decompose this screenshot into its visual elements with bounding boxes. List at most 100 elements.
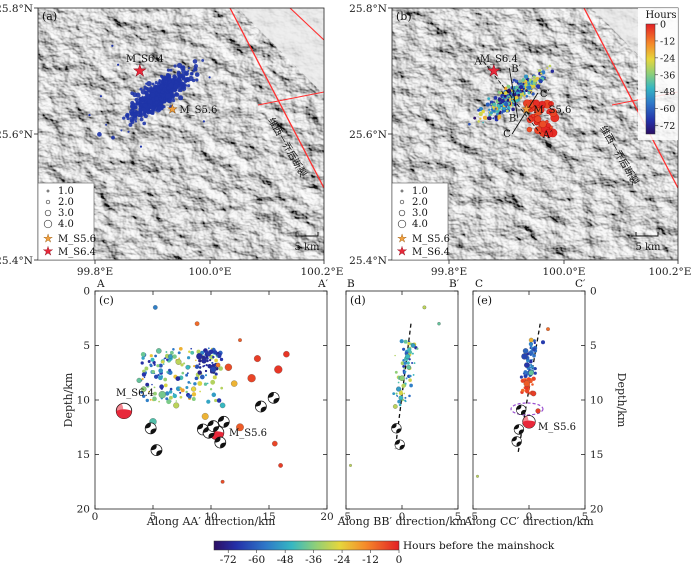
profile-end-label: C′ [575,278,586,290]
x-tick-label: 0 [92,511,99,523]
event-dot [539,120,547,128]
hypocenter [399,339,404,344]
hypocenter [172,393,177,399]
colorbar-inset-tick-label: -12 [660,36,675,47]
event-dot [149,109,155,115]
colorbar-tick-label: -12 [362,554,379,565]
lon-tick: 100.2°E [649,266,692,278]
hypocenter [187,381,191,384]
colorbar-title: Hours before the mainshock [403,540,555,552]
event-dot [504,102,509,107]
hypocenter [213,350,218,355]
hypocenter [153,374,159,379]
event-dot [154,96,159,101]
hypocenter [247,374,256,383]
event-dot [482,121,484,124]
hypocenter [158,375,163,381]
event-dot [546,67,549,70]
hypocenter [194,321,200,327]
hypocenter [175,400,178,402]
fault-line-secondary [289,8,324,41]
event-dot [180,65,186,71]
lat-tick: 25.4°N [0,255,33,267]
event-dot [168,105,174,110]
hypocenter [177,351,181,355]
event-dot [487,116,491,120]
hypocenter [349,463,352,467]
hypocenter [179,395,183,399]
event-dot [169,68,173,72]
profile-label: C [503,129,511,140]
event-dot [533,99,540,107]
hypocenter [230,380,238,387]
event-cluster [88,44,211,148]
hypocenter [392,392,396,395]
y-axis-title: Depth/km [615,373,628,428]
hypocenter [210,347,213,350]
hypocenter [416,347,419,350]
event-dot [532,85,536,88]
hypocenter [410,343,416,348]
event-dot [529,89,532,92]
hypocenter [524,362,530,368]
event-dot [520,91,522,94]
hypocenter [207,347,210,350]
hypocenter [147,360,151,363]
event-dot [530,80,534,83]
event-dot [130,102,136,108]
scale-bar: 5 km [294,232,320,253]
event-dot [492,102,497,107]
x-axis-title: Along BB′ direction/km [337,515,467,528]
hypocenter [523,380,531,387]
hypocenter [185,386,189,389]
foreshock-star: ★ [167,102,178,116]
colorbar-tick-label: -48 [277,554,294,565]
hypocenter [166,399,172,405]
x-tick-label: -5 [468,511,478,523]
hypocenter [169,387,173,391]
foreshock-label: M_S5.6 [229,428,267,439]
x-tick-label: 5 [582,511,589,523]
event-dot [503,94,507,98]
y-axis-ticks: 25.8°N 25.6°N 25.4°N [349,3,392,267]
event-dot [184,70,189,76]
event-dot [526,126,533,133]
event-dot [526,86,528,88]
hypocenter [204,374,208,377]
hypocenter [413,362,416,365]
hypocenter [206,359,209,363]
foreshock-label: M_S5.6 [533,105,571,116]
profile-end-label: A [96,278,105,290]
event-dot [156,93,160,97]
event-dot [144,91,149,95]
event-dot [548,101,553,106]
panel-label: (a) [42,10,57,23]
hypocenter [546,327,550,331]
hypocenter [191,397,196,401]
hypocenter [214,372,218,376]
colorbar-inset: Hours 0 -12 -24 -36 -48 -60 -72 [638,8,678,140]
x-tick-label: 5 [150,511,157,523]
event-dot [192,59,198,64]
size-legend-symbol [398,209,406,217]
x-tick-label: 5 [455,511,462,523]
size-legend-symbol [397,219,407,229]
hypocenter [220,386,224,390]
hypocenter [180,388,185,393]
lon-tick: 100.2°E [301,266,344,278]
event-dot [532,75,536,79]
hypocenters [136,305,290,484]
event-dot [151,87,154,90]
fault-line [229,8,324,189]
event-dot [167,76,172,81]
hypocenter [422,305,427,310]
hypocenter [216,398,222,403]
event-dot [134,120,138,123]
event-dot [150,92,156,98]
hypocenter [408,394,411,398]
event-dot [170,91,174,94]
hypocenter [409,374,412,378]
event-dot [136,110,140,115]
section-panel-e: (e) C C′ -5 0 5 0 5 10 15 20 M_S5.6 Along CC′ d… [463,278,628,528]
hypocenter [158,390,166,399]
